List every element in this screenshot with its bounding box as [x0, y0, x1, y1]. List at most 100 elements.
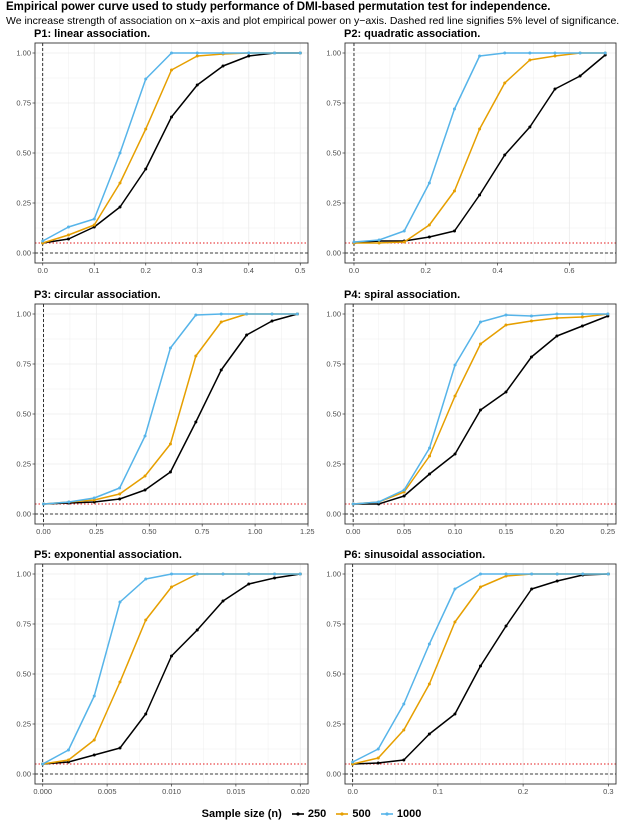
- page-title: Empirical power curve used to study perf…: [6, 1, 551, 13]
- series-1000: [41, 51, 302, 243]
- legend-title: Sample size (n): [201, 808, 282, 820]
- data-point-250: [503, 153, 507, 157]
- data-point-250: [402, 758, 406, 762]
- data-point-500: [402, 728, 406, 732]
- data-point-1000: [377, 238, 381, 242]
- series-1000: [41, 572, 302, 766]
- data-point-500: [555, 316, 559, 320]
- data-point-1000: [118, 600, 122, 604]
- series-line-1000: [43, 313, 298, 505]
- data-point-1000: [606, 312, 610, 316]
- data-point-250: [245, 333, 249, 337]
- data-point-1000: [66, 748, 70, 752]
- panel-1: P1: linear association. 0.00 0.25 0.50 0.75 1…: [16, 28, 309, 275]
- data-point-250: [144, 167, 148, 171]
- y-tick-label: 0.75: [326, 360, 341, 369]
- series-line-500: [43, 313, 298, 505]
- y-tick-label: 0.00: [326, 249, 341, 258]
- y-tick-label: 1.00: [16, 570, 31, 579]
- data-point-250: [219, 368, 223, 372]
- data-point-1000: [270, 312, 274, 316]
- data-point-250: [479, 408, 482, 412]
- data-point-1000: [92, 217, 96, 221]
- series-500: [352, 51, 607, 245]
- data-point-250: [247, 582, 251, 586]
- y-tick-label: 0.50: [326, 410, 341, 419]
- data-point-1000: [504, 313, 508, 317]
- panel-6-title: P6: sinusoidal association.: [344, 549, 485, 561]
- data-point-250: [453, 712, 457, 716]
- data-point-500: [504, 323, 508, 327]
- data-point-1000: [555, 312, 559, 316]
- panel-5-title: P5: exponential association.: [34, 549, 182, 561]
- data-point-500: [92, 223, 96, 227]
- data-point-250: [528, 125, 532, 129]
- data-point-1000: [273, 51, 277, 55]
- legend-item-250: 250: [291, 808, 326, 820]
- data-point-250: [170, 115, 173, 119]
- data-point-1000: [402, 702, 406, 706]
- page-subtitle: We increase strength of association on x…: [6, 15, 620, 27]
- data-point-1000: [247, 572, 251, 576]
- panel-3: P3: circular association. 0.00 0.25 0.50 0.7…: [16, 289, 314, 536]
- data-point-500: [170, 585, 173, 589]
- data-point-250: [221, 599, 225, 603]
- x-tick-label: 0.010: [162, 787, 181, 796]
- data-point-250: [118, 746, 122, 750]
- x-tick-label: 0.2: [421, 266, 431, 275]
- data-point-250: [270, 319, 274, 323]
- data-point-500: [428, 454, 432, 458]
- y-tick-label: 0.50: [326, 670, 341, 679]
- data-point-250: [553, 87, 557, 91]
- data-point-500: [170, 68, 173, 72]
- panel-2-title: P2: quadratic association.: [344, 28, 480, 40]
- data-point-250: [504, 390, 508, 394]
- panel-border: [344, 303, 617, 525]
- panel-border: [344, 42, 617, 264]
- data-point-1000: [221, 51, 225, 55]
- series-line-250: [43, 313, 298, 505]
- data-point-250: [478, 193, 482, 197]
- data-point-1000: [478, 54, 482, 58]
- data-point-250: [529, 355, 533, 359]
- y-tick-label: 0.75: [326, 99, 341, 108]
- data-point-250: [402, 494, 406, 498]
- x-tick-label: 1.00: [248, 527, 263, 536]
- panel-4-title: P4: spiral association.: [344, 289, 460, 301]
- series-1000: [41, 312, 299, 506]
- data-point-1000: [298, 572, 302, 576]
- data-point-500: [427, 682, 431, 686]
- series-250: [352, 53, 607, 245]
- chart-grid: P1: linear association. 0.00 0.25 0.50 0.75 1…: [16, 28, 617, 796]
- panel-6: P6: sinusoidal association. 0.00 0.25 0.50 0…: [326, 549, 617, 796]
- data-point-250: [273, 576, 277, 580]
- y-tick-label: 1.00: [16, 49, 31, 58]
- y-tick-label: 1.00: [326, 49, 341, 58]
- data-point-1000: [67, 500, 71, 504]
- x-tick-label: 0.25: [601, 527, 616, 536]
- data-point-1000: [195, 51, 199, 55]
- x-tick-label: 0.05: [397, 527, 412, 536]
- data-point-1000: [351, 502, 355, 506]
- y-tick-label: 0.75: [16, 360, 31, 369]
- data-point-1000: [377, 500, 381, 504]
- data-point-1000: [530, 572, 534, 576]
- data-point-1000: [41, 762, 45, 766]
- data-point-1000: [219, 312, 223, 316]
- data-point-500: [427, 223, 431, 227]
- data-point-500: [453, 394, 457, 398]
- y-tick-label: 0.25: [326, 199, 341, 208]
- data-point-250: [194, 420, 198, 424]
- data-point-500: [66, 758, 70, 762]
- data-point-1000: [92, 694, 96, 698]
- x-tick-label: 0.0: [349, 266, 359, 275]
- x-tick-label: 0.2: [141, 266, 151, 275]
- series-1000: [351, 312, 610, 506]
- data-point-500: [66, 233, 70, 237]
- data-point-1000: [376, 747, 380, 751]
- data-point-1000: [578, 51, 582, 55]
- data-point-1000: [453, 587, 457, 591]
- data-point-1000: [170, 572, 173, 576]
- x-tick-label: 1.25: [300, 527, 315, 536]
- data-point-1000: [452, 107, 456, 111]
